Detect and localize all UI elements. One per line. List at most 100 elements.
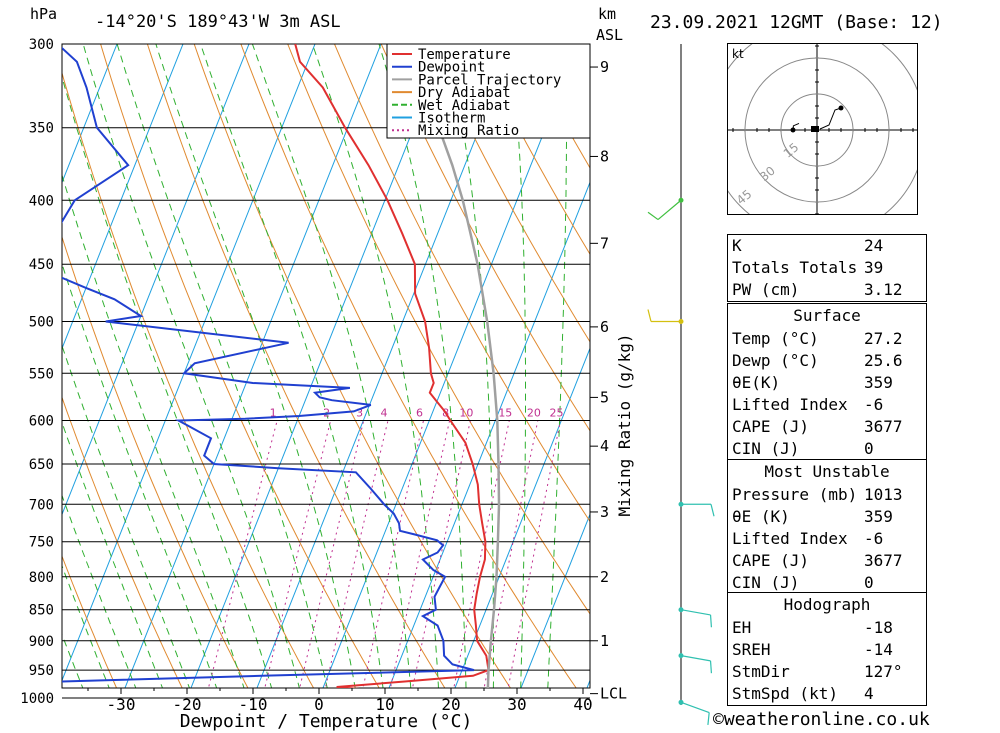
x-tick-label: 0 xyxy=(314,695,324,714)
wind-barb xyxy=(678,699,710,725)
wind-barb-feather xyxy=(647,309,652,322)
wet-adiabat-line xyxy=(116,44,328,688)
x-tick-label: 40 xyxy=(573,695,592,714)
background-lines xyxy=(62,7,720,725)
pressure-label: 1000 xyxy=(20,691,54,707)
x-tick-label: -10 xyxy=(239,695,268,714)
km-tick-label: 3 xyxy=(600,503,609,521)
mixing-ratio-label: 6 xyxy=(416,407,423,420)
table-row: CAPE (J) 3677 xyxy=(728,416,926,438)
pressure-label: 950 xyxy=(29,663,54,679)
row-label: StmSpd (kt) xyxy=(732,684,838,703)
wet-adiabat-line xyxy=(62,420,164,688)
isotherm-line xyxy=(62,44,118,184)
wet-adiabat-line xyxy=(82,44,300,688)
isotherm-line xyxy=(586,679,590,688)
legend-entry: Temperature xyxy=(418,47,511,63)
row-value: -18 xyxy=(864,618,893,637)
hodograph-point xyxy=(790,127,796,133)
table-row: CIN (J) 0 xyxy=(728,572,926,594)
row-value: 0 xyxy=(864,573,874,592)
row-value: -6 xyxy=(864,529,884,548)
dewpoint-line xyxy=(62,46,475,683)
table-row: Totals Totals 39 xyxy=(728,257,926,279)
legend-entry: Isotherm xyxy=(418,111,485,127)
row-value: 1013 xyxy=(864,485,903,504)
isotherm-line xyxy=(520,513,590,688)
row-label: K xyxy=(732,236,742,255)
x-tick-label: 10 xyxy=(375,695,394,714)
pressure-label: 550 xyxy=(29,366,54,382)
wet-adiabat-line xyxy=(62,262,218,688)
wet-adiabat-line xyxy=(62,75,273,688)
row-value: 24 xyxy=(864,236,884,255)
hodograph-table: Hodograph EH -18 SREH -14 StmDir 127° StmSpd (k… xyxy=(727,592,927,706)
row-label: Lifted Index xyxy=(732,395,848,414)
pressure-label: 350 xyxy=(29,121,54,137)
storm-motion-marker xyxy=(811,126,819,132)
pressure-label: 450 xyxy=(29,257,54,273)
km-unit-label: km xyxy=(598,5,617,23)
km-tick-label: 5 xyxy=(600,388,609,406)
row-label: Temp (°C) xyxy=(732,329,819,348)
table-row: StmSpd (kt) 4 xyxy=(728,683,926,705)
km-tick-label: 2 xyxy=(600,568,609,586)
dry-adiabat-line xyxy=(287,44,590,615)
km-tick-label: 8 xyxy=(600,147,609,165)
isotherm-line xyxy=(62,44,316,682)
mixing-ratio-axis-title: Mixing Ratio (g/kg) xyxy=(615,333,634,516)
wind-barb xyxy=(647,197,684,221)
wet-adiabat-line xyxy=(155,44,356,688)
hodograph-ring-label: 45 xyxy=(734,187,755,208)
row-label: θE(K) xyxy=(732,373,781,392)
pressure-label: 700 xyxy=(29,497,54,513)
dry-adiabat-line xyxy=(193,44,512,688)
station-location: -14°20'S 189°43'W 3m ASL xyxy=(95,12,341,32)
row-value: 4 xyxy=(864,684,874,703)
legend-entry: Mixing Ratio xyxy=(418,123,519,139)
pressure-label: 850 xyxy=(29,603,54,619)
table-row: EH -18 xyxy=(728,617,926,639)
wind-barb-shaft xyxy=(680,655,711,662)
section-title: Hodograph xyxy=(783,595,871,614)
km-tick-label: 6 xyxy=(600,318,609,336)
mixing-ratio-line xyxy=(324,420,389,688)
table-row: θE (K) 359 xyxy=(728,506,926,528)
legend-entry: Dewpoint xyxy=(418,60,485,76)
section-title: Surface xyxy=(793,306,861,325)
table-row: SREH -14 xyxy=(728,639,926,661)
km-tick-label: 7 xyxy=(600,234,609,252)
table-row: StmDir 127° xyxy=(728,661,926,683)
wind-barb-feather xyxy=(647,211,659,221)
wind-barb xyxy=(678,501,715,517)
mixing-ratio-label: 3 xyxy=(356,407,363,420)
legend-entry: Parcel Trajectory xyxy=(418,72,561,88)
mixing-ratio-line xyxy=(453,420,510,688)
table-row: Pressure (mb) 1013 xyxy=(728,484,926,506)
hodograph-ring xyxy=(780,93,854,167)
table-row: PW (cm) 3.12 xyxy=(728,279,926,301)
dry-adiabat-line xyxy=(62,554,118,688)
wind-barb xyxy=(678,653,713,674)
hodograph-ring-label: 30 xyxy=(757,164,778,185)
row-value: 3677 xyxy=(864,551,903,570)
table-row: CAPE (J) 3677 xyxy=(728,550,926,572)
km-tick-label: LCL xyxy=(600,685,627,703)
mixing-ratio-label: 1 xyxy=(270,407,277,420)
dry-adiabat-line xyxy=(427,44,590,343)
row-label: θE (K) xyxy=(732,507,790,526)
row-value: 39 xyxy=(864,258,884,277)
most-unstable-table: Most Unstable Pressure (mb) 1013 θE (K) 359 L… xyxy=(727,459,927,595)
asl-unit-label: ASL xyxy=(596,26,624,44)
dry-adiabat-line xyxy=(380,44,590,432)
legend-entry: Dry Adiabat xyxy=(418,85,511,101)
copyright-link[interactable]: ©weatheronline.co.uk xyxy=(713,709,930,730)
mixing-ratio-label: 10 xyxy=(459,407,473,420)
wind-barb-feather xyxy=(710,504,715,517)
dry-adiabat-line xyxy=(686,7,720,725)
row-value: -14 xyxy=(864,640,893,659)
table-row: Lifted Index -6 xyxy=(728,528,926,550)
pressure-label: 900 xyxy=(29,634,54,650)
row-value: -6 xyxy=(864,395,884,414)
